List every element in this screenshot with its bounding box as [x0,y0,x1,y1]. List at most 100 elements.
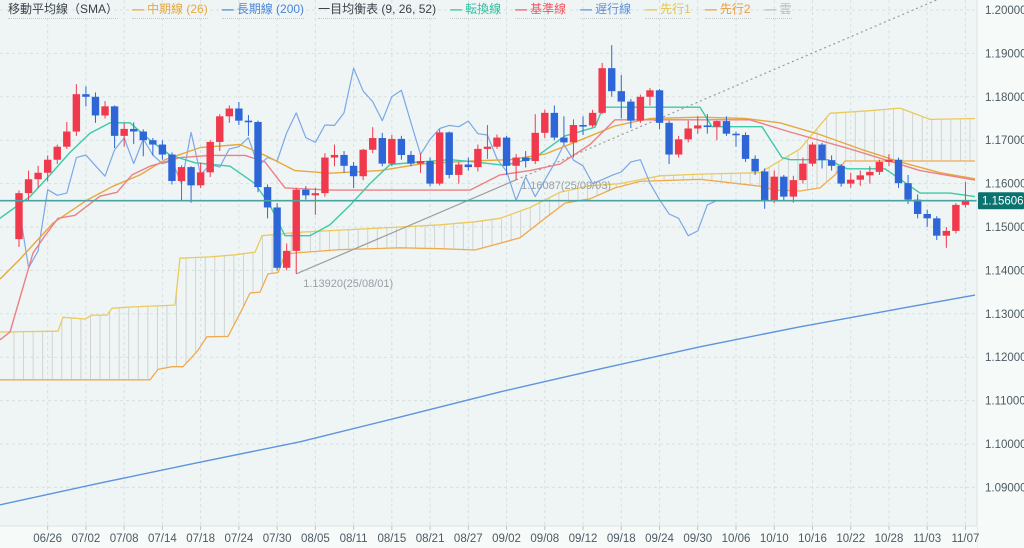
candle-10/17 [818,142,826,169]
candle-10/08 [751,155,759,175]
candle-07/21 [206,140,214,178]
y-axis-label: 1.12000 [985,352,1024,364]
x-axis-label: 06/26 [33,533,62,545]
legend-label: 雲 [779,2,792,16]
legend-item-senkou2-line[interactable]: — 先行2 [704,1,751,19]
candle-10/20 [827,155,836,171]
candle-06/25 [34,165,42,188]
candle-09/05 [531,114,539,165]
candle-07/09 [130,122,138,145]
x-axis-label: 09/12 [569,533,598,545]
x-axis-label: 10/16 [798,533,827,545]
legend-item-long-line[interactable]: — 長期線 (200) [221,1,305,19]
x-axis-label: 07/02 [72,533,101,545]
candle-09/25 [665,120,673,165]
candle-08/06 [321,153,329,197]
candle-09/08 [541,109,549,139]
candle-08/14 [378,132,386,167]
x-axis-label: 09/24 [645,533,674,545]
candle-09/24 [655,88,664,130]
y-axis-label: 1.16000 [985,179,1024,191]
senkou2-line-marker-icon: — [704,2,717,16]
legend-label: 中期線 (26) [147,2,208,16]
x-axis[interactable]: 06/26 07/02 07/08 07/14 07/18 07/24 07/30 08/05… [0,525,979,548]
candle-10/31 [913,194,922,219]
candle-07/16 [177,165,186,201]
y-axis-label: 1.17000 [985,135,1024,147]
candle-06/30 [63,121,71,149]
legend-item-mid-line[interactable]: — 中期線 (26) [132,1,208,19]
y-axis-label: 1.15000 [985,222,1024,234]
candle-07/11 [149,138,157,156]
legend-item-cloud[interactable]: — 雲 [764,1,792,19]
candle-09/09 [550,105,559,141]
candle-07/07 [110,105,119,149]
candle-07/04 [101,101,109,119]
x-axis-label: 07/14 [148,533,177,545]
x-axis-label: 07/18 [186,533,215,545]
candle-08/22 [435,129,444,186]
candle-08/18 [397,135,406,160]
candle-11/04 [933,216,941,241]
candle-08/13 [369,127,377,154]
x-axis-label: 08/27 [454,533,483,545]
chikou-line-marker-icon: — [580,2,592,16]
candle-10/30 [904,174,912,204]
candle-07/10 [139,129,147,157]
x-axis-label: 11/03 [913,533,941,545]
candle-09/15 [588,109,597,128]
candle-10/07 [741,132,750,162]
long-line-marker-icon: — [221,2,234,16]
candle-08/28 [474,144,482,172]
price-annotation: 1.16087(25/09/03) [521,180,611,192]
candle-09/17 [608,45,616,97]
candle-10/27 [875,159,884,175]
candle-09/04 [521,151,530,168]
current-price-badge: 1.15606 [978,192,1024,210]
price-annotation: 1.13920(25/08/01) [303,278,393,290]
candle-07/14 [158,140,167,160]
y-axis-label: 1.11000 [985,396,1024,408]
candle-08/04 [302,186,310,200]
candle-09/10 [560,116,568,145]
sma200-line [0,294,976,506]
x-axis-label: 08/15 [377,533,406,545]
candle-07/02 [82,86,90,107]
candle-08/12 [359,148,367,181]
candle-09/11 [569,119,578,158]
candle-07/18 [196,162,205,188]
legend-label: 基準線 [530,2,567,16]
legend-item-tenkan-line[interactable]: — 転換線 [450,1,502,19]
candle-07/23 [225,105,234,123]
legend-item-kijun-line[interactable]: — 基準線 [515,1,567,19]
y-axis-label: 1.14000 [985,265,1024,277]
candle-06/26 [43,155,52,182]
chikou-line [18,67,718,269]
candle-10/06 [732,131,740,147]
trendline[interactable] [296,0,937,275]
candle-09/22 [636,94,645,123]
candlesticks[interactable] [15,45,970,274]
y-axis-label: 1.20000 [985,5,1024,17]
candle-10/09 [760,168,769,209]
x-axis-label: 08/11 [340,533,368,545]
candle-10/24 [866,166,874,184]
candle-08/15 [388,134,396,167]
candle-07/30 [273,203,281,271]
legend-sma-title: 移動平均線（SMA） [8,1,119,19]
candle-11/05 [942,227,951,248]
legend-item-senkou1-line[interactable]: — 先行1 [645,1,691,19]
candle-08/20 [416,153,425,173]
candle-07/15 [168,152,176,185]
legend-ichimoku-title: 一目均衡表 (9, 26, 52) [318,1,437,19]
legend-label: 長期線 (200) [236,2,305,16]
senkou2-line [0,160,975,381]
y-axis[interactable]: 1.20000 1.19000 1.18000 1.17000 1.16000 1.150… [976,0,1024,548]
legend-item-chikou-line[interactable]: — 遅行線 [580,1,632,19]
candle-09/16 [598,62,606,115]
candle-09/29 [684,120,692,143]
candle-10/22 [847,172,855,188]
candle-10/14 [789,175,798,203]
kijun-line [0,119,976,341]
